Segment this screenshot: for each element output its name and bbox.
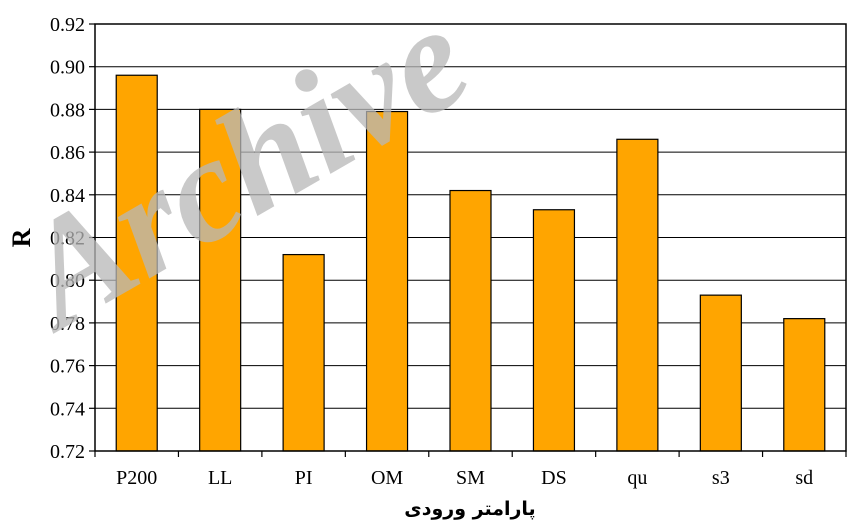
x-tick-label: PI (295, 467, 313, 489)
y-axis-ticks: 0.72 0.74 0.76 0.78 0.80 0.82 0.84 0.86 0.88 0.90… (50, 14, 95, 463)
y-tick-label: 0.76 (50, 356, 85, 378)
y-tick-label: 0.82 (50, 228, 85, 250)
x-axis-title: پارامتر ورودی (404, 498, 535, 520)
bar-s3 (699, 294, 742, 452)
bar-P200 (115, 74, 158, 452)
x-tick-label: sd (795, 467, 813, 489)
bar-SM (449, 189, 492, 452)
x-axis-ticks: P200 LL PI OM SM DS qu s3 sd (94, 451, 847, 489)
x-tick-label: DS (541, 467, 567, 489)
plot-frame (94, 23, 847, 452)
y-tick-label: 0.72 (50, 441, 85, 463)
x-tick-label: s3 (712, 467, 730, 489)
y-tick-label: 0.88 (50, 99, 85, 121)
x-tick-label: LL (208, 467, 232, 489)
bar-DS (532, 209, 576, 452)
bar-PI (282, 253, 325, 452)
watermark: Archive (0, 0, 495, 363)
bar-qu (616, 138, 659, 452)
y-axis-title: R (7, 228, 36, 247)
y-tick-label: 0.78 (50, 313, 85, 335)
x-tick-label: SM (456, 467, 485, 489)
y-tick-label: 0.92 (50, 14, 85, 36)
y-tick-label: 0.80 (50, 270, 85, 292)
x-tick-label: OM (371, 467, 403, 489)
y-tick-label: 0.86 (50, 142, 85, 164)
x-tick-label: P200 (116, 467, 157, 489)
x-tick-label: qu (627, 467, 647, 489)
bar-sd (783, 318, 826, 452)
y-tick-label: 0.74 (50, 398, 85, 420)
y-tick-label: 0.90 (50, 57, 85, 79)
bars (115, 74, 826, 452)
y-tick-label: 0.84 (50, 185, 85, 207)
